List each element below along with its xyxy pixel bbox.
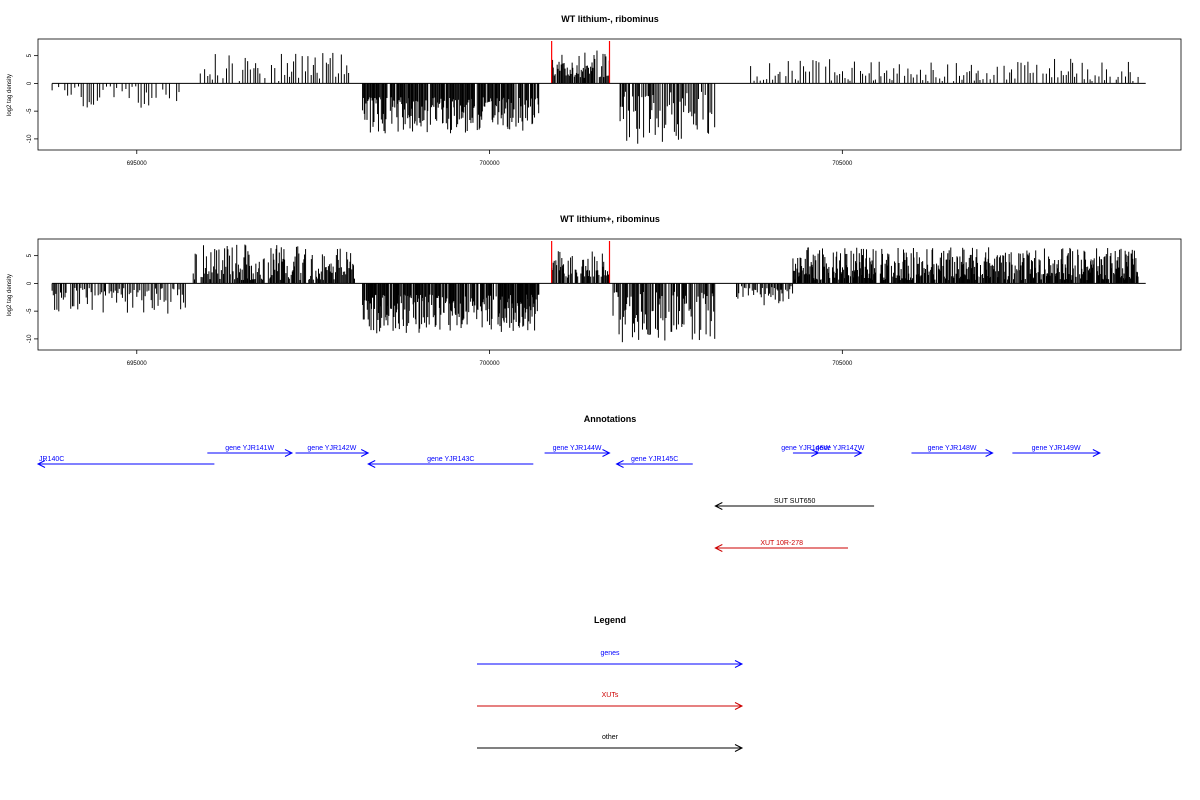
feature-label: JR140C: [39, 456, 64, 463]
feature-label: gene YJR142W: [307, 445, 356, 452]
annotation-features: JR140C gene YJR141W gene YJR142W gene YJR14…: [36, 445, 1101, 552]
plot-frame: [37, 238, 1182, 351]
annotations-title: Annotations: [584, 414, 637, 424]
y-tick-label: -10: [27, 134, 33, 143]
y-axis-label: log2 tag density: [7, 274, 13, 316]
feature-arrowhead: [36, 460, 46, 468]
feature-label: gene YJR144W: [553, 445, 602, 452]
feature-arrowhead: [602, 449, 611, 457]
feature-arrowhead: [284, 449, 294, 457]
bars-group: [51, 244, 1139, 343]
x-tick-label: 705000: [832, 161, 853, 167]
marker-group: [551, 241, 611, 284]
legend-items: genes XUTs other: [477, 650, 744, 752]
legend-label: genes: [600, 650, 620, 657]
bars-group: [51, 50, 1139, 144]
y-tick-label: -5: [27, 108, 33, 114]
y-tick-label: -5: [27, 308, 33, 314]
y-tick-label: -10: [27, 334, 33, 343]
legend-label: other: [602, 734, 619, 741]
plot-frame: [37, 38, 1182, 151]
feature-arrowhead: [367, 460, 376, 468]
legend-arrowhead: [734, 660, 744, 668]
y-axis-label: log2 tag density: [7, 74, 13, 116]
feature-arrowhead: [714, 502, 723, 510]
feature-arrowhead: [1092, 449, 1101, 457]
feature-label: gene YJR149W: [1032, 445, 1081, 452]
feature-arrowhead: [615, 460, 624, 468]
feature-arrowhead: [985, 449, 994, 457]
panel-lithium-plus: WT lithium+, ribominus log2 tag density …: [7, 214, 1182, 367]
feature-label: XUT 10R-278: [760, 540, 803, 547]
feature-label: gene YJR141W: [225, 445, 274, 452]
feature-label: gene YJR143C: [427, 456, 474, 463]
legend: Legend genes XUTs other: [477, 615, 744, 752]
feature-label: gene YJR146W: [781, 445, 830, 452]
feature-arrowhead: [714, 544, 723, 552]
x-tick-label: 705000: [832, 361, 853, 367]
y-tick-label: 0: [27, 81, 33, 85]
legend-label: XUTs: [602, 692, 619, 699]
x-tick-label: 700000: [480, 161, 501, 167]
annotations-track: Annotations JR140C gene YJR141W gene YJR14…: [36, 414, 1101, 552]
feature-label: SUT SUT650: [774, 498, 816, 505]
legend-arrowhead: [734, 702, 744, 710]
x-tick-label: 700000: [480, 361, 501, 367]
feature-arrowhead: [360, 449, 370, 457]
y-tick-label: 5: [27, 53, 33, 57]
feature-label: gene YJR148W: [928, 445, 977, 452]
axes-group: 695000 700000 705000 -10 -5 0 5: [27, 253, 853, 367]
axes-group: 695000 700000 705000 -10 -5 0 5: [27, 53, 853, 167]
panel-title: WT lithium-, ribominus: [561, 14, 659, 24]
legend-arrowhead: [734, 744, 744, 752]
legend-title: Legend: [594, 615, 626, 625]
feature-arrowhead: [854, 449, 863, 457]
feature-label: gene YJR147W: [815, 445, 864, 452]
panel-lithium-minus: WT lithium-, ribominus log2 tag density …: [7, 14, 1182, 167]
panel-title: WT lithium+, ribominus: [560, 214, 660, 224]
feature-label: gene YJR145C: [631, 456, 678, 463]
y-tick-label: 5: [27, 253, 33, 257]
x-tick-label: 695000: [127, 161, 148, 167]
x-tick-label: 695000: [127, 361, 148, 367]
marker-group: [551, 41, 611, 84]
y-tick-label: 0: [27, 281, 33, 285]
